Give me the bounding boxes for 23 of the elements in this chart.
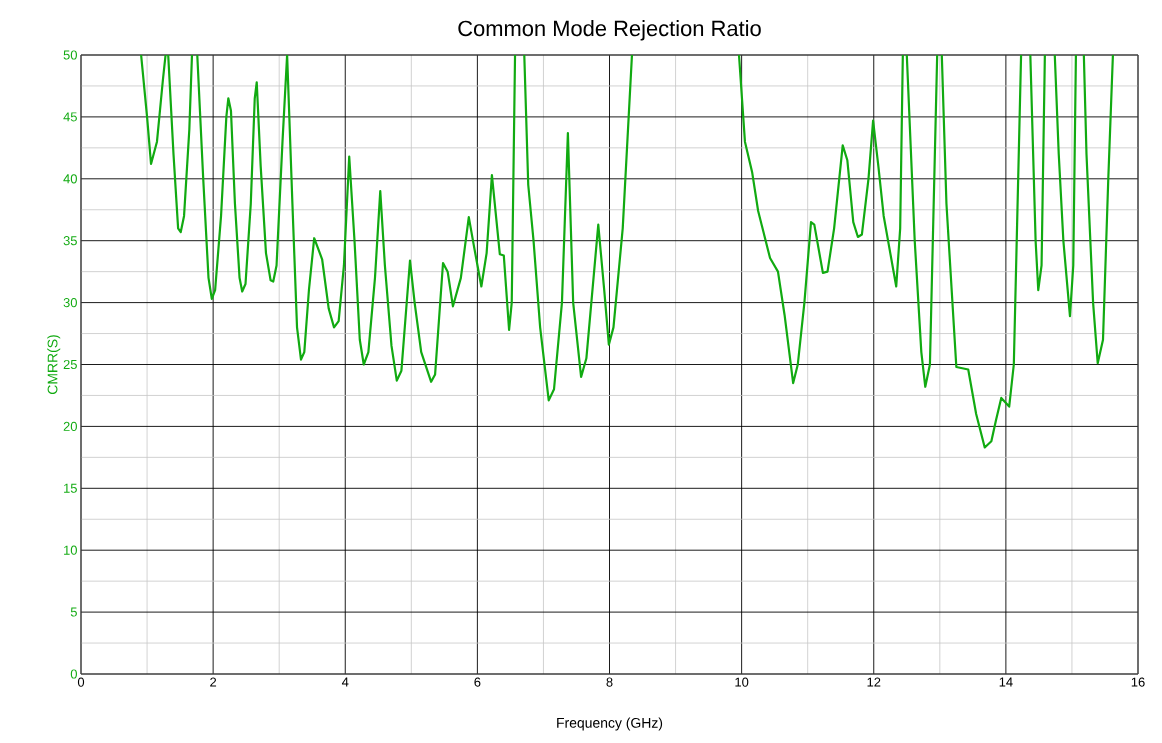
x-tick-label: 16	[1131, 677, 1145, 687]
y-tick-label: 35	[63, 236, 77, 246]
y-tick-label: 10	[64, 545, 77, 555]
x-tick-label: 12	[867, 677, 881, 687]
x-axis-title: Frequency (GHz)	[557, 717, 663, 731]
chart-title: Common Mode Rejection Ratio	[458, 20, 761, 41]
y-tick-label: 5	[70, 607, 77, 617]
x-tick-label: 4	[341, 677, 349, 687]
y-tick-label: 15	[64, 483, 77, 493]
x-tick-label: 8	[606, 677, 613, 687]
x-tick-label: 2	[210, 677, 217, 687]
x-tick-label: 6	[474, 677, 481, 687]
x-tick-label: 14	[999, 677, 1013, 687]
x-tick-label: 10	[735, 677, 749, 687]
y-tick-label: 25	[63, 359, 77, 370]
x-tick-label: 0	[77, 677, 85, 687]
y-tick-label: 40	[63, 174, 77, 184]
y-tick-label: 45	[63, 112, 77, 122]
y-axis-title: CMRR(S)	[47, 335, 61, 395]
y-tick-label: 20	[63, 421, 77, 431]
y-tick-label: 0	[70, 669, 77, 679]
y-tick-label: 50	[63, 50, 77, 60]
y-tick-label: 30	[63, 298, 77, 308]
